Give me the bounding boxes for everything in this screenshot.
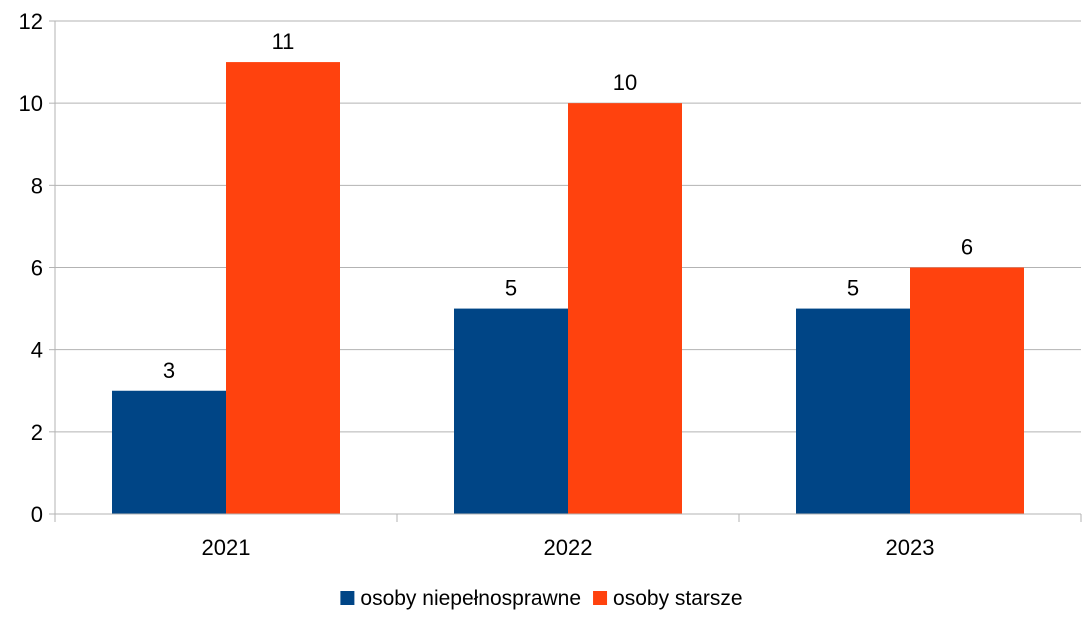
bar-osoby-niepe-nosprawne-2023 (796, 308, 910, 514)
y-tick-label: 2 (31, 420, 43, 445)
data-label-osoby-starsze-2021: 11 (272, 29, 295, 54)
y-tick-label: 10 (19, 91, 43, 116)
x-tick-label-2021: 2021 (202, 535, 251, 560)
bar-osoby-starsze-2022 (568, 103, 682, 515)
legend-swatch-osoby-niepe-nosprawne (340, 591, 355, 605)
y-tick-label: 0 (31, 502, 43, 527)
bar-osoby-starsze-2023 (910, 267, 1024, 514)
x-tick-label-2022: 2022 (544, 535, 593, 560)
legend-label-osoby-niepe-nosprawne: osoby niepełnosprawne (360, 587, 581, 610)
y-tick-label: 8 (31, 173, 43, 198)
y-tick-label: 6 (31, 256, 43, 281)
axes: 0 2 4 6 8 10 12 2021 2022 2023 (19, 9, 1082, 560)
y-tick-label: 4 (31, 338, 43, 363)
data-label-osoby-niepe-nosprawne-2022: 5 (505, 276, 517, 301)
data-labels: 3 11 5 10 5 6 (163, 29, 973, 383)
bars (112, 62, 1024, 515)
bar-osoby-niepe-nosprawne-2021 (112, 390, 226, 514)
data-label-osoby-niepe-nosprawne-2021: 3 (163, 358, 175, 383)
bar-osoby-starsze-2021 (226, 62, 340, 514)
bar-osoby-niepe-nosprawne-2022 (454, 308, 568, 514)
data-label-osoby-niepe-nosprawne-2023: 5 (847, 276, 859, 301)
legend-swatch-osoby-starsze (593, 591, 608, 605)
y-tick-label: 12 (19, 9, 43, 34)
legend-label-osoby-starsze: osoby starsze (613, 587, 743, 610)
data-label-osoby-starsze-2023: 6 (961, 235, 973, 260)
x-tick-label-2023: 2023 (886, 535, 935, 560)
data-label-osoby-starsze-2022: 10 (613, 70, 637, 95)
legend: osoby niepełnosprawne osoby starsze (340, 587, 743, 610)
